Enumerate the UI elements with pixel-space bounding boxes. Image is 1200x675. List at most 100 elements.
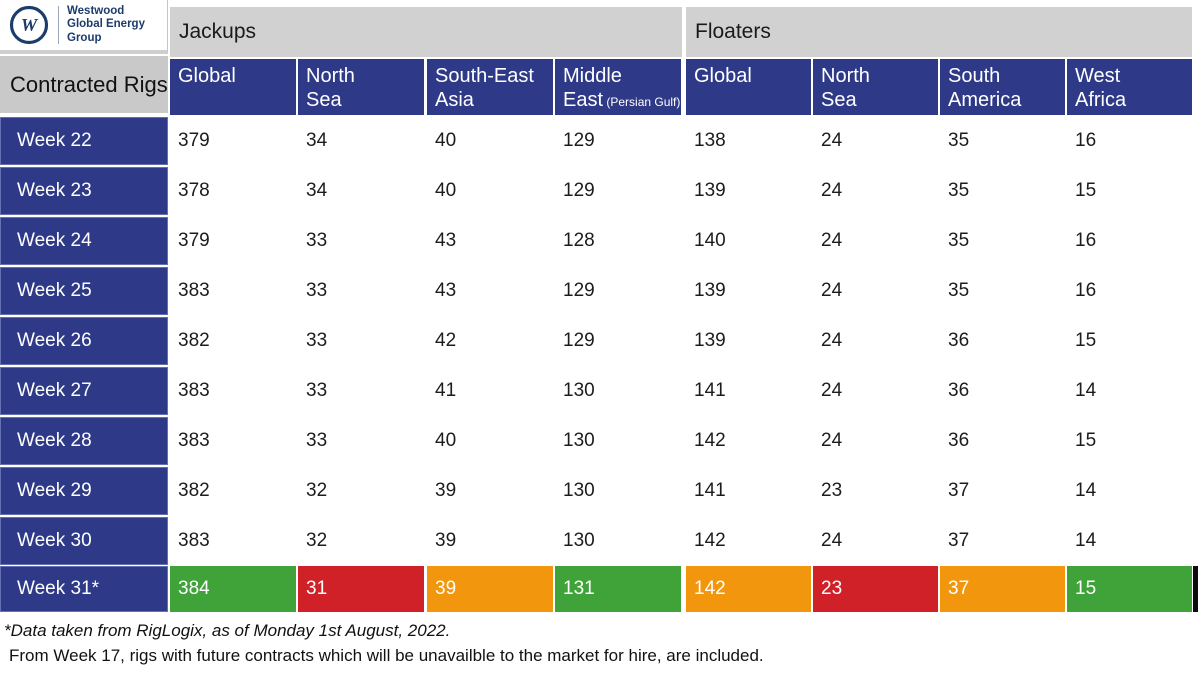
table-cell-floaters-north-sea: 24 [813,267,938,315]
status-cell-floaters-north-sea: 23 [813,566,938,612]
table-cell-floaters-south-america: 35 [940,217,1065,265]
row-label: Week 24 [0,217,168,265]
table-cell-jackups-global: 379 [170,117,296,165]
table-cell-jackups-north-sea: 32 [298,517,424,565]
table-cell-jackups-global: 383 [170,267,296,315]
column-header-line: North [821,65,870,87]
table-cell-jackups-global: 379 [170,217,296,265]
column-header-floaters-west-africa: West Africa [1067,59,1192,115]
table-cell-floaters-north-sea: 24 [813,417,938,465]
column-header-line: Global [694,65,752,87]
table-cell-floaters-south-america: 37 [940,517,1065,565]
table-cell-floaters-global: 139 [686,317,811,365]
table-cell-jackups-north-sea: 33 [298,367,424,415]
column-header-subtext: (Persian Gulf) [603,95,681,110]
column-header-line: North [306,65,355,87]
table-cell-jackups-south-east-asia: 40 [427,167,553,215]
table-cell-floaters-north-sea: 24 [813,367,938,415]
table-cell-jackups-middle-east: 128 [555,217,681,265]
table-cell-jackups-south-east-asia: 40 [427,417,553,465]
table-cell-jackups-south-east-asia: 39 [427,467,553,515]
status-cell-jackups-global: 384 [170,566,296,612]
table-cell-floaters-west-africa: 16 [1067,117,1192,165]
table-cell-jackups-middle-east: 130 [555,367,681,415]
row-label: Week 27 [0,367,168,415]
table-cell-floaters-west-africa: 16 [1067,267,1192,315]
table-cell-jackups-south-east-asia: 43 [427,217,553,265]
table-cell-floaters-west-africa: 15 [1067,417,1192,465]
table-cell-floaters-global: 142 [686,517,811,565]
column-header-line: Global [178,65,236,87]
brand-name-line: Westwood [67,4,125,17]
table-cell-floaters-north-sea: 24 [813,517,938,565]
table-cell-floaters-north-sea: 24 [813,217,938,265]
column-header-line: Asia [435,89,474,112]
table-cell-floaters-north-sea: 24 [813,117,938,165]
status-cell-jackups-north-sea: 31 [298,566,424,612]
table-cell-floaters-global: 139 [686,167,811,215]
footnote-source: *Data taken from RigLogix, as of Monday … [4,621,451,640]
table-cell-jackups-global: 378 [170,167,296,215]
table-cell-jackups-middle-east: 129 [555,267,681,315]
row-label: Week 23 [0,167,168,215]
row-label: Week 28 [0,417,168,465]
table-cell-floaters-global: 141 [686,467,811,515]
table-cell-floaters-global: 142 [686,417,811,465]
table-cell-floaters-south-america: 36 [940,417,1065,465]
table-cell-jackups-middle-east: 129 [555,167,681,215]
table-cell-floaters-south-america: 35 [940,167,1065,215]
table-cell-floaters-west-africa: 14 [1067,517,1192,565]
table-cell-jackups-south-east-asia: 42 [427,317,553,365]
table-title: Contracted Rigs [0,56,168,113]
column-header-floaters-south-america: South America [940,59,1065,115]
table-cell-floaters-south-america: 35 [940,117,1065,165]
table-cell-floaters-south-america: 35 [940,267,1065,315]
column-header-jackups-global: Global [170,59,296,115]
table-cell-floaters-west-africa: 16 [1067,217,1192,265]
column-header-jackups-north-sea: North Sea [298,59,424,115]
status-cell-floaters-west-africa: 15 [1067,566,1192,612]
table-cell-jackups-north-sea: 33 [298,217,424,265]
table-cell-jackups-middle-east: 129 [555,117,681,165]
table-cell-jackups-global: 383 [170,367,296,415]
table-cell-floaters-south-america: 36 [940,317,1065,365]
logo-divider [58,6,59,44]
table-cell-jackups-north-sea: 33 [298,267,424,315]
table-cell-jackups-south-east-asia: 43 [427,267,553,315]
column-header-line: Middle [563,65,622,87]
group-header-floaters: Floaters [686,7,1192,57]
row-label: Week 30 [0,517,168,565]
table-cell-floaters-north-sea: 23 [813,467,938,515]
table-cell-floaters-global: 141 [686,367,811,415]
status-cell-jackups-south-east-asia: 39 [427,566,553,612]
footnote-note: From Week 17, rigs with future contracts… [9,646,764,665]
status-cell-floaters-global: 142 [686,566,811,612]
table-cell-floaters-global: 140 [686,217,811,265]
row-label: Week 25 [0,267,168,315]
svg-text:W: W [21,15,39,35]
table-cell-jackups-middle-east: 130 [555,517,681,565]
table-cell-jackups-north-sea: 34 [298,167,424,215]
table-cell-floaters-south-america: 37 [940,467,1065,515]
column-header-jackups-middle-east: Middle East (Persian Gulf) [555,59,681,115]
status-cell-jackups-middle-east: 131 [555,566,681,612]
table-cell-floaters-global: 139 [686,267,811,315]
table-cell-jackups-middle-east: 130 [555,467,681,515]
row-label-latest: Week 31* [0,566,168,612]
table-cell-jackups-north-sea: 32 [298,467,424,515]
table-cell-jackups-global: 382 [170,317,296,365]
brand-name-line: Group [67,31,102,44]
column-header-line: South-East [435,65,534,87]
table-cell-floaters-west-africa: 14 [1067,467,1192,515]
table-cell-jackups-global: 383 [170,517,296,565]
table-cell-jackups-north-sea: 33 [298,417,424,465]
row-edge-bar [1193,566,1198,612]
table-cell-floaters-north-sea: 24 [813,167,938,215]
row-label: Week 29 [0,467,168,515]
column-header-line: America [948,89,1022,112]
table-cell-jackups-global: 382 [170,467,296,515]
table-cell-jackups-south-east-asia: 39 [427,517,553,565]
column-header-line: East (Persian Gulf) [563,89,681,112]
status-cell-floaters-south-america: 37 [940,566,1065,612]
westwood-logo-icon: W [9,5,49,45]
